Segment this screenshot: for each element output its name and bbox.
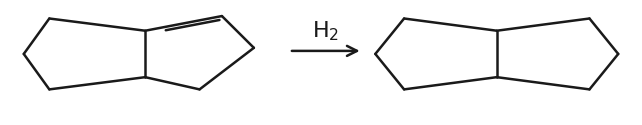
Text: H$_2$: H$_2$ [312, 20, 340, 43]
